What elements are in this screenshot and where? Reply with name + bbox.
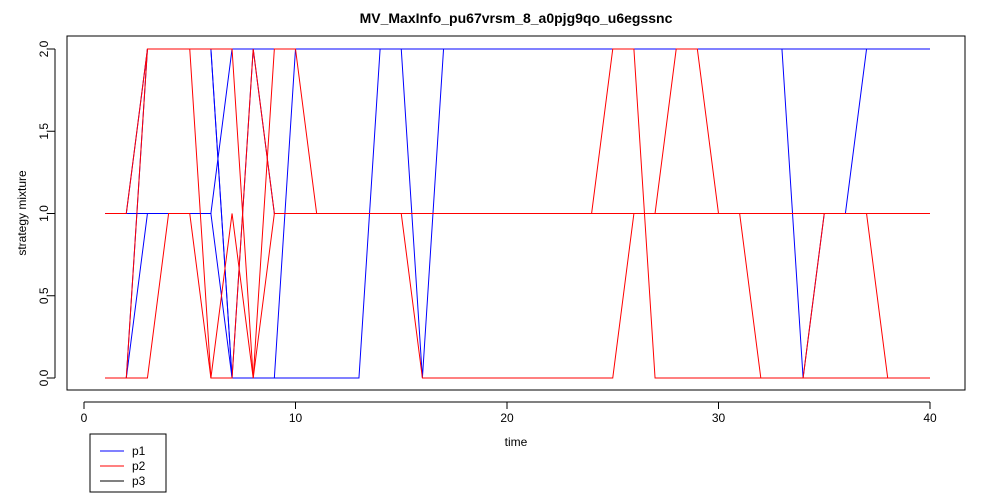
series-line-p2-c xyxy=(105,48,930,379)
x-tick-label: 20 xyxy=(500,411,514,425)
series-layer xyxy=(105,48,930,379)
legend-label-p3: p3 xyxy=(132,474,146,488)
chart-title: MV_MaxInfo_pu67vrsm_8_a0pjg9qo_u6egssnc xyxy=(360,10,673,26)
x-axis-label: time xyxy=(505,435,528,449)
y-axis-label: strategy mixture xyxy=(15,170,29,256)
series-line-p1-d xyxy=(105,48,930,379)
x-axis: 0 10 20 30 40 xyxy=(81,401,937,425)
x-tick-label: 10 xyxy=(289,411,303,425)
legend-box xyxy=(89,433,167,493)
y-axis: 0.0 0.5 1.0 1.5 2.0 xyxy=(37,40,56,386)
plot-frame xyxy=(66,35,966,391)
y-tick-label: 1.5 xyxy=(37,123,51,140)
y-tick-label: 2.0 xyxy=(37,40,51,57)
x-tick-label: 0 xyxy=(81,411,88,425)
y-tick-label: 1.0 xyxy=(37,205,51,222)
x-tick-label: 40 xyxy=(923,411,937,425)
legend-label-p2: p2 xyxy=(132,459,146,473)
y-tick-label: 0.0 xyxy=(37,369,51,386)
series-line-p1-b xyxy=(105,48,930,214)
x-tick-label: 30 xyxy=(712,411,726,425)
legend-label-p1: p1 xyxy=(132,444,146,458)
y-tick-label: 0.5 xyxy=(37,287,51,304)
